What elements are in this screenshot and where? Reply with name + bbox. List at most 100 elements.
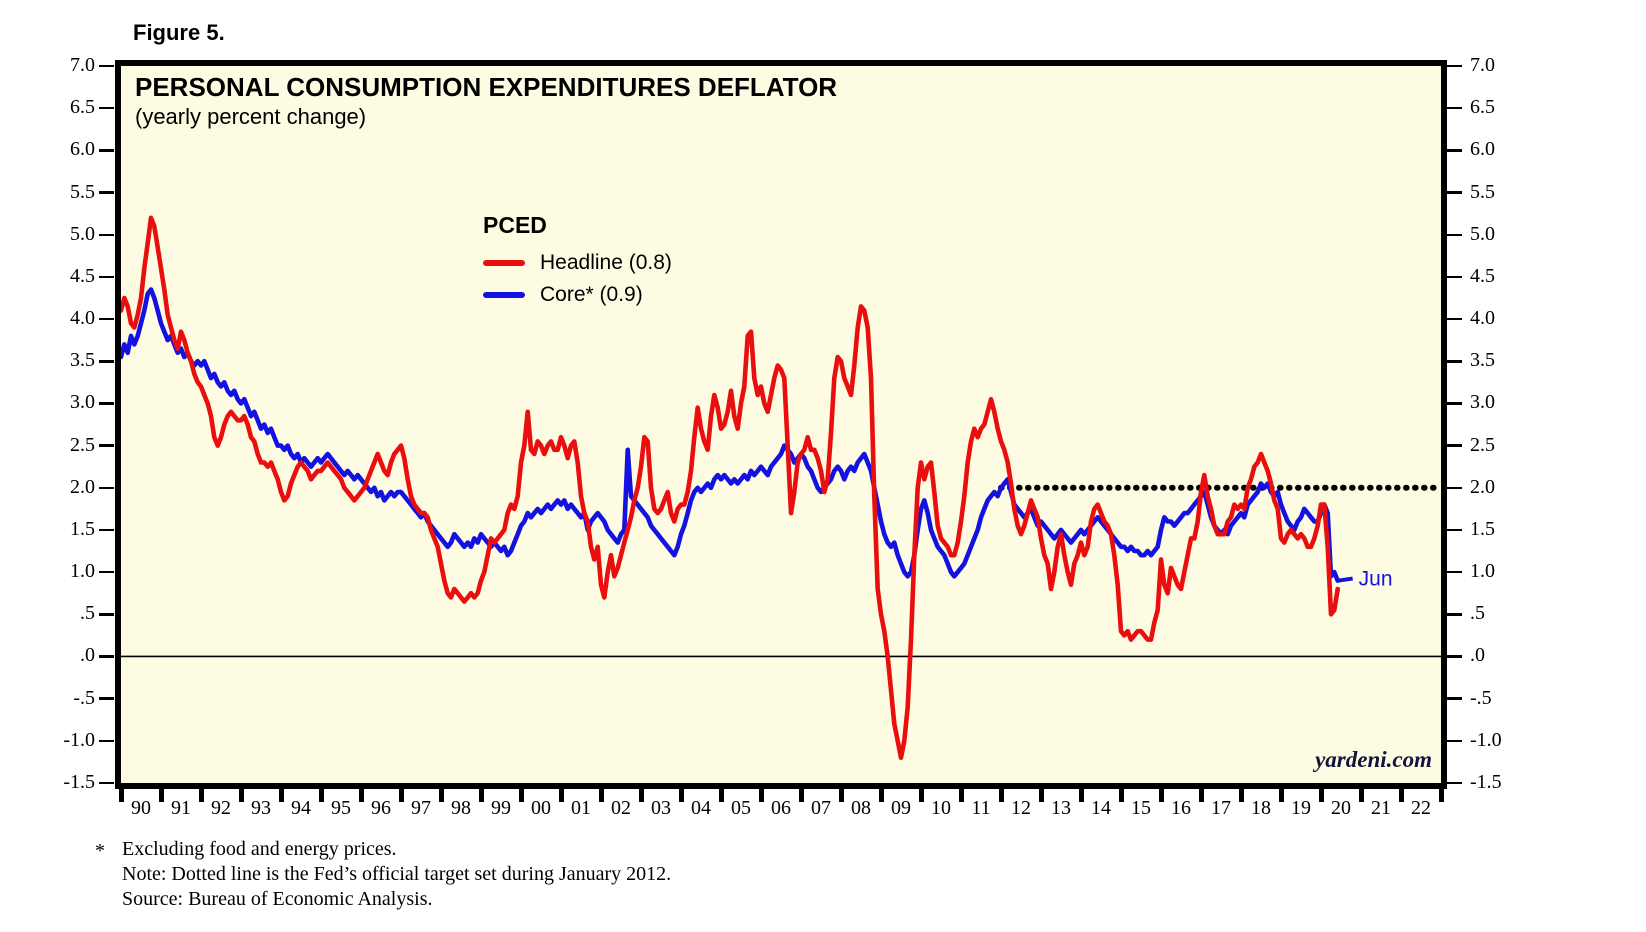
- y-tick-label-right: 6.0: [1470, 138, 1495, 161]
- legend: PCED Headline (0.8) Core* (0.9): [483, 212, 672, 311]
- y-tick-label-left: .5: [80, 602, 95, 625]
- x-tick: [1358, 789, 1364, 802]
- x-tick: [1398, 789, 1404, 802]
- y-tick-label-left: -1.0: [63, 728, 95, 751]
- footnote-line-2: Note: Dotted line is the Fed’s official …: [122, 863, 672, 885]
- y-tick-left: [99, 149, 114, 152]
- x-tick: [1158, 789, 1164, 802]
- x-tick-label: 21: [1371, 797, 1391, 819]
- y-tick-right: [1447, 570, 1462, 574]
- y-tick-label-right: 7.0: [1470, 54, 1495, 76]
- legend-title: PCED: [483, 212, 547, 238]
- y-tick-right: [1447, 781, 1462, 785]
- x-tick: [598, 789, 604, 802]
- x-tick-label: 09: [891, 797, 911, 819]
- x-tick-label: 99: [491, 797, 511, 819]
- x-tick-label: 13: [1051, 797, 1071, 819]
- y-tick-left: [99, 317, 114, 321]
- y-tick-left: [99, 781, 114, 785]
- x-tick: [398, 789, 404, 802]
- y-tick-label-left: .0: [80, 644, 95, 667]
- y-tick-right: [1447, 360, 1462, 363]
- x-tick: [958, 789, 964, 802]
- y-tick-label-right: 4.0: [1470, 307, 1495, 330]
- x-tick-label: 06: [771, 797, 791, 819]
- x-tick-label: 96: [371, 797, 391, 819]
- y-tick-label-left: 6.0: [70, 138, 95, 161]
- series-line-headline: [121, 215, 1340, 761]
- legend-label: Headline (0.8): [540, 251, 672, 274]
- y-tick-left: [99, 106, 114, 110]
- y-tick-left: [99, 613, 114, 616]
- x-tick: [1198, 789, 1204, 802]
- x-tick-label: 03: [651, 797, 671, 819]
- x-tick-label: 01: [571, 797, 591, 819]
- x-tick: [118, 789, 124, 802]
- plot-area: Jun PERSONAL CONSUMPTION EXPENDITURES DE…: [115, 60, 1447, 789]
- y-tick-label-left: 2.0: [70, 475, 95, 498]
- x-tick-label: 07: [811, 797, 831, 819]
- figure-label: Figure 5.: [133, 20, 225, 45]
- x-tick-label: 10: [931, 797, 951, 819]
- y-tick-left: [99, 528, 114, 532]
- x-tick-label: 05: [731, 797, 751, 819]
- y-tick-left: [99, 697, 114, 700]
- y-tick-right: [1447, 275, 1462, 279]
- y-tick-label-left: 7.0: [70, 54, 95, 76]
- y-tick-label-right: 2.5: [1470, 433, 1495, 456]
- legend-swatch-core: [483, 292, 525, 298]
- y-tick-right: [1447, 402, 1462, 405]
- y-tick-right: [1447, 191, 1462, 194]
- y-tick-left: [99, 360, 114, 363]
- y-tick-left: [99, 739, 114, 743]
- x-tick: [1438, 789, 1444, 802]
- y-tick-right: [1447, 149, 1462, 152]
- x-tick-label: 14: [1091, 797, 1111, 819]
- jun-label: Jun: [1359, 568, 1393, 591]
- x-tick: [558, 789, 564, 802]
- y-tick-left: [99, 486, 114, 490]
- x-tick-label: 22: [1411, 797, 1431, 819]
- y-tick-right: [1447, 613, 1462, 616]
- y-tick-right: [1447, 317, 1462, 321]
- x-tick: [718, 789, 724, 802]
- x-tick-label: 04: [691, 797, 711, 819]
- x-tick-label: 90: [131, 797, 151, 819]
- footnote-asterisk: *: [95, 840, 105, 862]
- y-tick-label-right: 1.5: [1470, 517, 1495, 540]
- y-tick-label-left: 1.0: [70, 560, 95, 583]
- x-tick: [678, 789, 684, 802]
- y-tick-label-left: 6.5: [70, 96, 95, 119]
- x-tick: [478, 789, 484, 802]
- y-tick-label-left: 1.5: [70, 517, 95, 540]
- x-tick: [278, 789, 284, 802]
- y-tick-label-left: -.5: [73, 686, 95, 709]
- x-tick-label: 02: [611, 797, 631, 819]
- x-tick-label: 95: [331, 797, 351, 819]
- x-tick: [918, 789, 924, 802]
- y-tick-right: [1447, 739, 1462, 743]
- y-tick-right: [1447, 106, 1462, 110]
- x-tick: [198, 789, 204, 802]
- y-tick-label-left: 5.5: [70, 180, 95, 203]
- x-tick: [518, 789, 524, 802]
- y-tick-left: [99, 191, 114, 194]
- y-tick-label-right: -1.0: [1470, 728, 1502, 751]
- x-tick-label: 98: [451, 797, 471, 819]
- x-tick: [1038, 789, 1044, 802]
- y-tick-right: [1447, 655, 1462, 658]
- x-tick-label: 94: [291, 797, 311, 819]
- x-tick: [798, 789, 804, 802]
- x-tick: [1078, 789, 1084, 802]
- y-tick-right: [1447, 444, 1462, 447]
- x-tick-label: 12: [1011, 797, 1031, 819]
- x-tick-label: 18: [1251, 797, 1271, 819]
- y-tick-left: [99, 655, 114, 658]
- y-tick-left: [99, 402, 114, 405]
- y-tick-label-left: 5.0: [70, 222, 95, 245]
- watermark: yardeni.com: [1315, 747, 1432, 772]
- x-tick: [638, 789, 644, 802]
- x-tick-label: 08: [851, 797, 871, 819]
- y-tick-label-right: -1.5: [1470, 771, 1502, 793]
